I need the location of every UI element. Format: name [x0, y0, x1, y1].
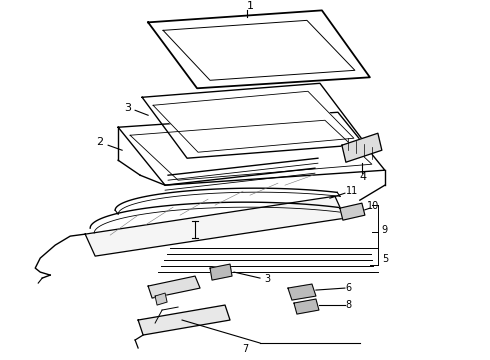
- Polygon shape: [340, 203, 365, 220]
- Polygon shape: [148, 10, 370, 88]
- Text: 9: 9: [382, 225, 388, 235]
- Polygon shape: [342, 133, 382, 162]
- Polygon shape: [155, 293, 167, 305]
- Text: 1: 1: [246, 1, 253, 12]
- Polygon shape: [210, 264, 232, 280]
- Polygon shape: [153, 91, 354, 152]
- Polygon shape: [118, 112, 385, 185]
- Text: 7: 7: [242, 344, 248, 354]
- Polygon shape: [130, 120, 372, 180]
- Text: 10: 10: [367, 201, 379, 211]
- Polygon shape: [163, 21, 355, 80]
- Polygon shape: [138, 305, 230, 335]
- Text: 3: 3: [264, 274, 270, 284]
- Text: 11: 11: [346, 186, 358, 196]
- Polygon shape: [85, 196, 345, 256]
- Text: 5: 5: [382, 254, 388, 264]
- Polygon shape: [148, 276, 200, 298]
- Text: 4: 4: [359, 172, 367, 182]
- Polygon shape: [294, 299, 319, 314]
- Polygon shape: [142, 83, 366, 158]
- Polygon shape: [288, 284, 316, 300]
- Text: 6: 6: [346, 283, 352, 293]
- Text: 2: 2: [97, 137, 104, 147]
- Text: 3: 3: [124, 103, 132, 113]
- Text: 8: 8: [346, 300, 352, 310]
